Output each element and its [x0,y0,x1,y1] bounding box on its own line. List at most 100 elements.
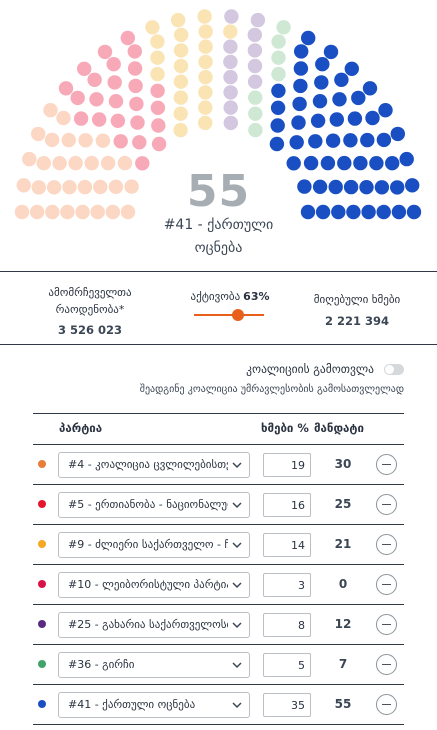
coalition-calc-toggle[interactable] [384,363,404,375]
party-color-dot [38,540,46,548]
seat [150,83,165,99]
seat [359,180,374,195]
seat [77,61,92,76]
party-select[interactable]: #5 - ერთიანობა - ნაციონალური მოძრაობა [58,492,250,518]
remove-party-button[interactable] [376,534,397,555]
votes-percent-input[interactable]: 16 [263,493,311,517]
party-color-dot [38,620,46,628]
votes-percent-input[interactable]: 19 [263,453,311,477]
seat [271,83,286,99]
seat [343,179,359,195]
seat [31,180,46,195]
party-color-dot [38,660,46,668]
seat [198,85,213,100]
votes-percent-input[interactable]: 14 [263,533,311,557]
votes-percent-input[interactable]: 8 [263,613,311,637]
party-select-value: #36 - გირჩი [68,658,135,671]
seat [89,92,104,107]
party-select[interactable]: #41 - ქართული ოცნება [58,692,250,718]
mandates-value: 7 [338,657,348,671]
seat [399,151,414,167]
seat [270,118,285,133]
remove-party-button[interactable] [376,494,397,515]
seat [223,54,238,70]
party-select-value: #10 - ლეიბორისტული პარტია [68,578,228,591]
seat [68,155,83,171]
turnout-label: აქტივობა [190,290,241,303]
seat [58,81,74,96]
remove-party-button[interactable] [376,694,397,715]
seat [92,112,107,127]
seat [353,155,368,171]
seat [150,50,165,65]
table-top-border [33,413,404,414]
seat [223,115,238,131]
votes-percent-input[interactable]: 35 [263,693,311,717]
seat [127,44,142,59]
seat [328,179,343,195]
seat [87,72,102,88]
divider [0,271,437,272]
seat [369,156,384,171]
seat [62,180,77,195]
party-select[interactable]: #36 - გირჩი [58,652,250,678]
chevron-down-icon [232,582,242,589]
seat [374,180,390,195]
seat [120,204,136,220]
seat [198,39,213,54]
chevron-down-icon [232,502,242,509]
table-bottom-border [33,724,404,725]
votes-percent-input[interactable]: 3 [263,573,311,597]
seat [247,58,263,74]
seat [135,156,150,171]
seat [108,94,124,109]
seat [198,54,213,70]
party-select-value: #9 - ძლიერი საქართველო - ჩვენ [68,538,228,551]
seat [95,133,111,148]
seat [151,118,166,133]
party-color-dot [38,700,46,708]
received-votes-value: 2 221 394 [324,314,390,328]
mandates-value: 55 [334,697,352,711]
seat [29,204,45,220]
seat [293,61,309,76]
seat [405,178,420,193]
seat [247,27,262,43]
remove-party-button[interactable] [376,654,397,675]
seat [106,56,121,72]
seat [150,100,166,116]
seat [45,204,60,220]
seat [343,133,358,148]
remove-party-button[interactable] [376,614,397,635]
received-votes-stat: მიღებული ხმები 2 221 394 [300,291,414,330]
turnout-slider-track[interactable] [194,314,264,316]
remove-party-button[interactable] [376,454,397,475]
seat [110,113,126,128]
seat [271,66,286,82]
table-row: #41 - ქართული ოცნება 35 55 [33,684,404,724]
seat [60,204,75,220]
seat [127,61,143,76]
seat [173,90,188,105]
seat [248,106,263,121]
mandates-value: 25 [334,497,352,511]
seat [223,85,238,100]
seat [73,111,89,126]
party-color-dot [38,500,46,508]
remove-party-button[interactable] [376,574,397,595]
party-select-value: #25 - გახარია საქართველოსთვის [68,618,228,631]
party-select[interactable]: #10 - ლეიბორისტული პარტია [58,572,250,598]
turnout-slider[interactable] [194,309,264,321]
party-select[interactable]: #25 - გახარია საქართველოსთვის [58,612,250,638]
seat [120,30,135,46]
seat [174,27,189,43]
seat [223,100,238,115]
turnout-slider-handle[interactable] [232,309,245,321]
seat [36,156,51,171]
seat [145,20,160,35]
seat [376,204,391,220]
votes-percent-input[interactable]: 5 [263,653,311,677]
turnout-percent: 63% [243,290,270,303]
party-select[interactable]: #4 - კოალიცია ცვლილებისთვის [58,452,250,478]
party-select[interactable]: #9 - ძლიერი საქართველო - ჩვენ [58,532,250,558]
